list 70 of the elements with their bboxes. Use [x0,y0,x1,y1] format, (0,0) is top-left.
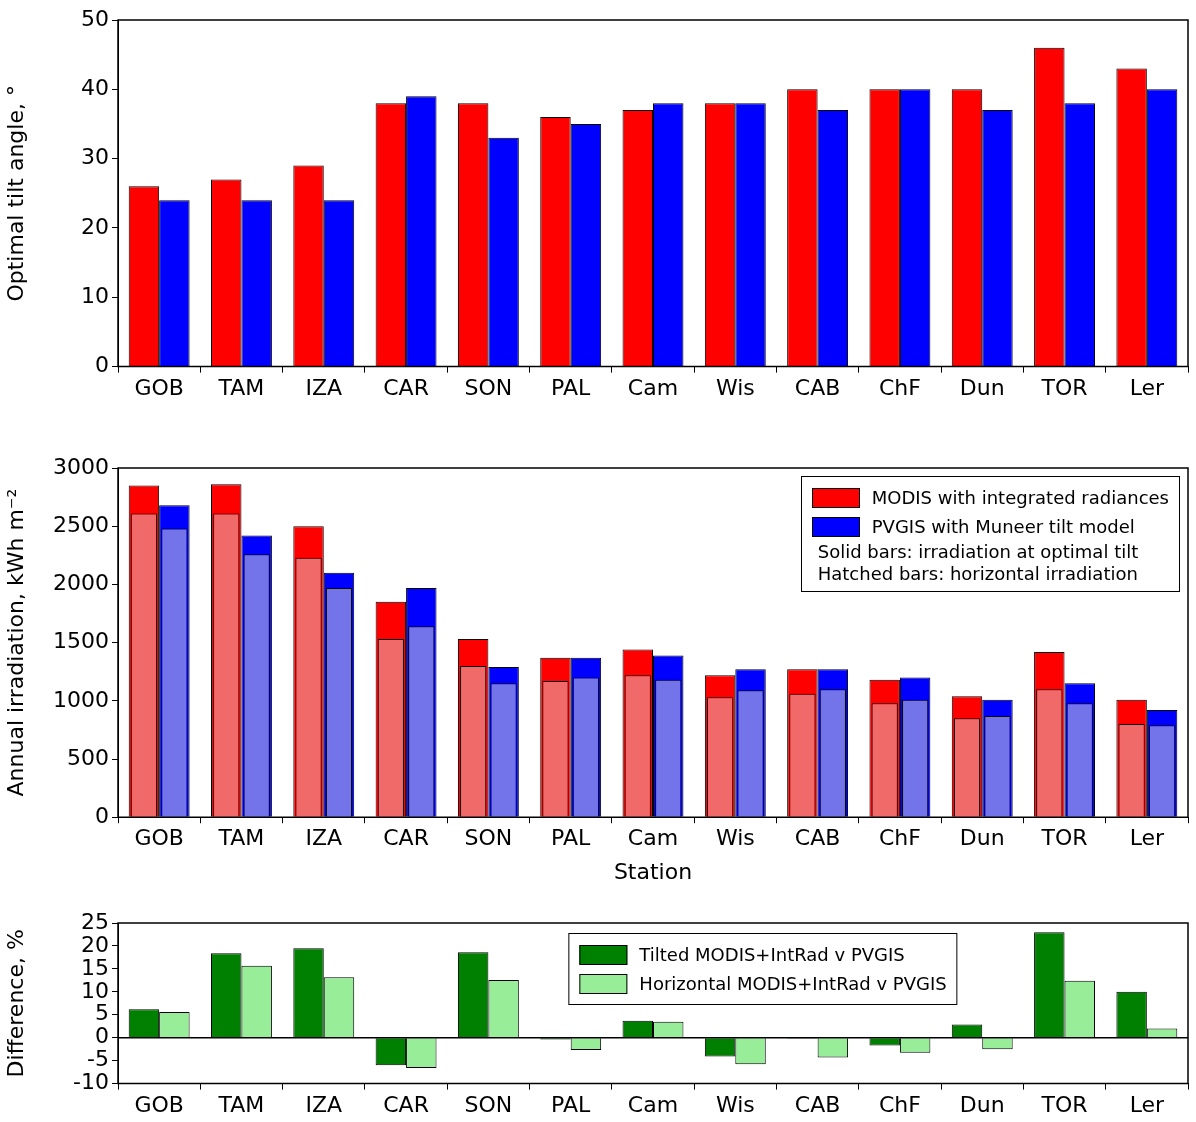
x-tick-label: PAL [551,1091,592,1117]
legend-label: Horizontal MODIS+IntRad v PVGIS [639,972,947,996]
x-tick-label: TOR [1040,1091,1088,1117]
y-tick-label: 0 [95,352,109,378]
x-tick-label: SON [464,825,513,851]
x-tick-label: Wis [715,825,755,851]
x-tick-label: PAL [551,374,592,400]
x-tick-label: Wis [715,1091,755,1117]
x-tick-label: Dun [959,1091,1005,1117]
x-tick-label: TAM [217,825,265,851]
y-tick-label: 2500 [53,511,109,537]
y-tick-label: 0 [95,1023,109,1049]
y-tick-label: 20 [81,931,109,957]
x-tick-label: Ler [1129,1091,1166,1117]
legend-label: MODIS with integrated radiances [871,486,1169,510]
y-tick-label: 2000 [53,570,109,596]
x-tick-label: IZA [305,374,343,400]
y-axis-title: Difference, % [2,929,28,1078]
y-tick-label: 5 [95,1000,109,1026]
y-tick-label: 0 [95,802,109,828]
x-tick-label: GOB [134,374,184,400]
x-tick-label: IZA [305,1091,343,1117]
y-tick-label: 20 [81,213,109,239]
x-tick-label: Cam [627,374,679,400]
legend-label: Tilted MODIS+IntRad v PVGIS [639,943,905,967]
x-tick-label: ChF [878,374,921,400]
y-tick-label: 10 [81,283,109,308]
x-tick-label: PAL [551,825,592,851]
x-tick-label: CAB [794,1091,841,1117]
y-tick-label: 3000 [53,453,109,479]
y-axis-title: Optimal tilt angle, ° [2,85,28,302]
x-tick-label: ChF [878,1091,921,1117]
x-tick-label: TAM [217,1091,265,1117]
x-tick-label: SON [464,374,513,400]
x-tick-label: Dun [959,825,1005,851]
x-tick-label: CAB [794,825,841,851]
y-tick-label: 30 [81,144,109,170]
y-tick-label: -5 [87,1046,109,1072]
x-tick-label: Cam [627,825,679,851]
x-tick-label: Cam [627,1091,679,1117]
y-tick-label: 10 [81,977,109,1003]
y-tick-label: 500 [67,744,109,770]
annotation: Hatched bars: horizontal irradiation [816,563,1139,585]
x-tick-label: SON [464,1091,513,1117]
x-tick-label: CAR [383,1091,429,1117]
x-tick-label: Ler [1129,374,1166,400]
y-axis-title: Annual irradiation, kWh m⁻² [2,488,28,797]
x-tick-label: TAM [217,374,265,400]
x-tick-label: Ler [1129,825,1166,851]
y-tick-label: 25 [81,908,109,934]
x-tick-label: TOR [1040,374,1088,400]
y-tick-label: 50 [81,5,109,31]
y-tick-label: 1500 [53,628,109,654]
x-axis-title: Station [613,858,693,884]
x-tick-label: Dun [959,374,1005,400]
x-tick-label: IZA [305,825,343,851]
y-tick-label: -10 [73,1069,109,1095]
x-tick-label: Wis [715,374,755,400]
x-tick-label: ChF [878,825,921,851]
x-tick-label: CAR [383,825,429,851]
annotation: Solid bars: irradiation at optimal tilt [816,541,1140,563]
x-tick-label: CAR [383,374,429,400]
x-tick-label: TOR [1040,825,1088,851]
y-tick-label: 40 [81,75,109,101]
y-tick-label: 1000 [53,686,109,712]
x-tick-label: GOB [134,1091,184,1117]
x-tick-label: GOB [134,825,184,851]
legend-label: PVGIS with Muneer tilt model [871,515,1135,539]
y-tick-label: 15 [81,954,109,980]
x-tick-label: CAB [794,374,841,400]
